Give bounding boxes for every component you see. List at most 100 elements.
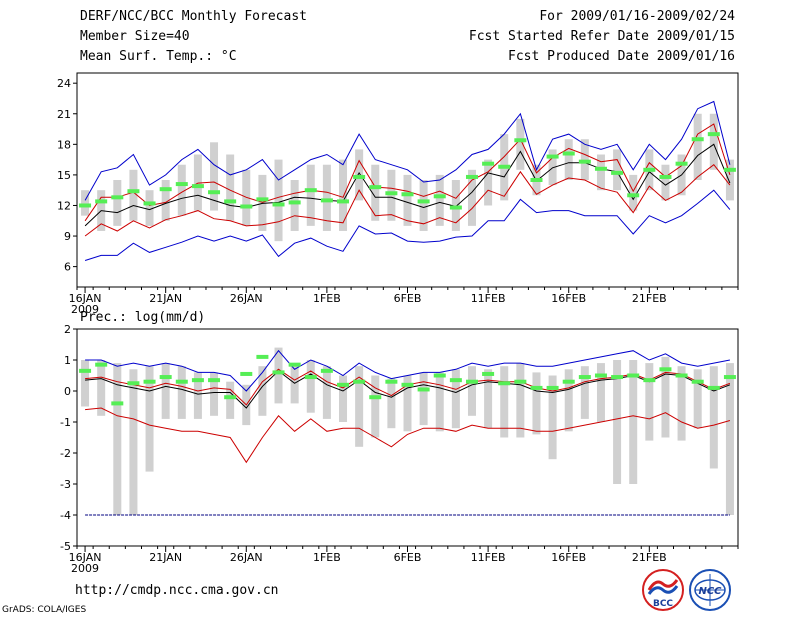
- precip-axis-label: Prec.: log(mm/d): [80, 310, 206, 325]
- source-url[interactable]: http://cmdp.ncc.cma.gov.cn: [75, 583, 279, 598]
- ncc-logo-text: NCC: [698, 586, 722, 597]
- temp-y-tick-label: 6: [64, 261, 71, 274]
- temp-spread-box: [693, 113, 702, 180]
- temp-spread-box: [355, 149, 364, 201]
- prec-spread-box: [274, 347, 283, 404]
- variable-label: Mean Surf. Temp.: °C: [80, 49, 237, 64]
- temp-median-marker: [449, 205, 462, 210]
- temp-median-marker: [546, 154, 559, 159]
- prec-spread-box: [226, 381, 235, 419]
- prec-spread-box: [580, 366, 589, 419]
- temp-median-marker: [353, 174, 366, 179]
- prec-median-marker: [723, 375, 736, 380]
- temp-median-marker: [514, 138, 527, 143]
- temp-median-marker: [498, 164, 511, 169]
- prec-y-tick-label: 1: [64, 354, 71, 367]
- prec-median-marker: [256, 354, 269, 359]
- prec-spread-box: [403, 375, 412, 432]
- temp-spread-box: [709, 113, 718, 170]
- temp-median-marker: [611, 170, 624, 175]
- temp-median-marker: [530, 178, 543, 182]
- temp-y-tick-label: 18: [57, 138, 71, 151]
- temp-spread-box: [193, 154, 202, 211]
- prec-spread-box: [629, 360, 638, 484]
- prec-median-marker: [272, 370, 285, 375]
- temp-median-marker: [320, 198, 333, 203]
- prec-median-marker: [79, 368, 92, 373]
- prec-median-marker: [240, 371, 253, 376]
- temp-median-marker: [175, 182, 188, 187]
- temp-median-marker: [594, 166, 607, 171]
- temp-spread-box: [210, 142, 219, 211]
- temp-median-marker: [272, 202, 285, 207]
- prec-spread-box: [258, 366, 267, 416]
- prec-y-tick-label: -5: [60, 540, 71, 553]
- temp-spread-box: [129, 169, 138, 221]
- prec-spread-box: [451, 369, 460, 429]
- prec-spread-box: [81, 360, 90, 407]
- prec-x-tick-label: 6FEB: [394, 551, 422, 564]
- prec-lower-line: [85, 407, 731, 464]
- temp-x-tick-label: 2009: [71, 303, 99, 316]
- prec-spread-box: [725, 363, 734, 515]
- prec-x-tick-label: 16JAN: [69, 551, 102, 564]
- prec-median-marker: [546, 385, 559, 390]
- temp-spread-box: [435, 174, 444, 226]
- prec-spread-box: [645, 363, 654, 441]
- prec-spread-box: [516, 363, 525, 438]
- prec-median-marker: [514, 379, 527, 384]
- prec-spread-box: [145, 366, 154, 472]
- temp-spread-box: [629, 174, 638, 211]
- header-left: DERF/NCC/BCC Monthly Forecast Member Siz…: [80, 9, 307, 69]
- temp-spread-box: [548, 149, 557, 186]
- prec-median-marker: [353, 379, 366, 384]
- prec-x-tick-label: 1FEB: [313, 551, 341, 564]
- temp-y-tick-label: 15: [57, 169, 71, 182]
- temp-median-marker: [482, 161, 495, 166]
- temp-x-tick-label: 21JAN: [149, 292, 182, 305]
- temp-median-marker: [304, 188, 317, 193]
- prec-spread-box: [661, 356, 670, 438]
- temp-y-tick-label: 12: [57, 199, 71, 212]
- prec-x-tick-label: 21FEB: [632, 551, 667, 564]
- temp-median-marker: [465, 174, 478, 179]
- temp-median-marker: [691, 137, 704, 142]
- temp-mean-line: [84, 143, 731, 227]
- prec-spread-box: [129, 369, 138, 515]
- temp-spread-box: [161, 180, 170, 221]
- prec-spread-box: [484, 369, 493, 429]
- prec-median-marker: [191, 378, 204, 383]
- temp-median-marker: [385, 191, 398, 196]
- prec-median-marker: [482, 371, 495, 376]
- forecast-title: DERF/NCC/BCC Monthly Forecast: [80, 9, 307, 24]
- temp-spread-box: [484, 159, 493, 206]
- temp-median-marker: [143, 201, 156, 206]
- temp-median-marker: [111, 195, 124, 200]
- prec-median-marker: [95, 362, 108, 367]
- temp-x-tick-label: 16JAN: [69, 292, 102, 305]
- temp-median-marker: [208, 190, 221, 195]
- prec-spread-box: [113, 363, 122, 515]
- temp-y-tick-label: 21: [57, 108, 71, 121]
- prec-median-marker: [659, 367, 672, 372]
- prec-median-marker: [320, 368, 333, 373]
- prec-median-marker: [594, 373, 607, 378]
- grads-credit: GrADS: COLA/IGES: [2, 605, 87, 615]
- prec-median-marker: [417, 387, 430, 392]
- prec-spread-box: [419, 372, 428, 426]
- bcc-logo: BCC: [642, 569, 684, 611]
- prec-spread-box: [355, 366, 364, 447]
- temp-median-marker: [256, 197, 269, 202]
- prec-median-marker: [578, 375, 591, 380]
- temp-spread-box: [113, 180, 122, 226]
- temp-spread-box: [226, 154, 235, 221]
- temp-spread-box: [725, 159, 734, 201]
- temp-median-marker: [369, 185, 382, 190]
- forecast-period: For 2009/01/16-2009/02/24: [539, 9, 735, 24]
- temp-y-tick-label: 24: [57, 77, 71, 90]
- temp-x-tick-label: 16FEB: [551, 292, 586, 305]
- temp-spread-box: [419, 180, 428, 231]
- prec-x-tick-label: 11FEB: [471, 551, 506, 564]
- prec-median-marker: [691, 379, 704, 384]
